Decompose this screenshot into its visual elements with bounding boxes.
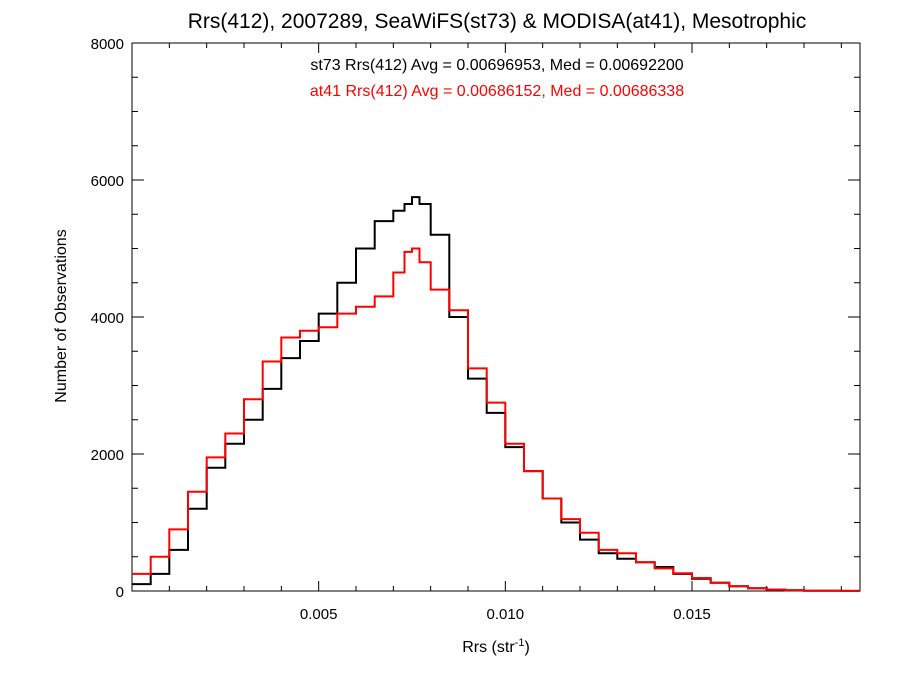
y-tick-label: 2000 [91,447,124,464]
y-tick-label: 8000 [91,36,124,53]
series-line-st73 [132,196,860,592]
series-line-at41 [132,247,860,592]
axis-ticks [132,42,860,592]
x-tick-label: 0.010 [487,606,525,623]
x-tick-label: 0.015 [673,606,711,623]
chart-title: Rrs(412), 2007289, SeaWiFS(st73) & MODIS… [188,10,807,33]
tick-labels: 0.005 0.010 0.015 0 2000 4000 6000 8000 [91,36,711,623]
stats-annotation-at41: at41 Rrs(412) Avg = 0.00686152, Med = 0.… [310,83,684,100]
x-tick-label: 0.005 [300,606,338,623]
y-tick-label: 0 [116,584,124,601]
x-axis-label: Rrs (str-1) [462,637,530,656]
y-tick-label: 6000 [91,173,124,190]
stats-annotation-st73: st73 Rrs(412) Avg = 0.00696953, Med = 0.… [310,57,683,74]
y-axis-label: Number of Observations [53,229,70,402]
y-tick-label: 4000 [91,310,124,327]
x-axis-label-sup: -1 [515,637,525,649]
series-layer [132,196,860,592]
x-axis-label-end: ) [524,639,529,656]
x-axis-label-base: Rrs (str [462,639,515,656]
plot-frame [131,42,861,592]
